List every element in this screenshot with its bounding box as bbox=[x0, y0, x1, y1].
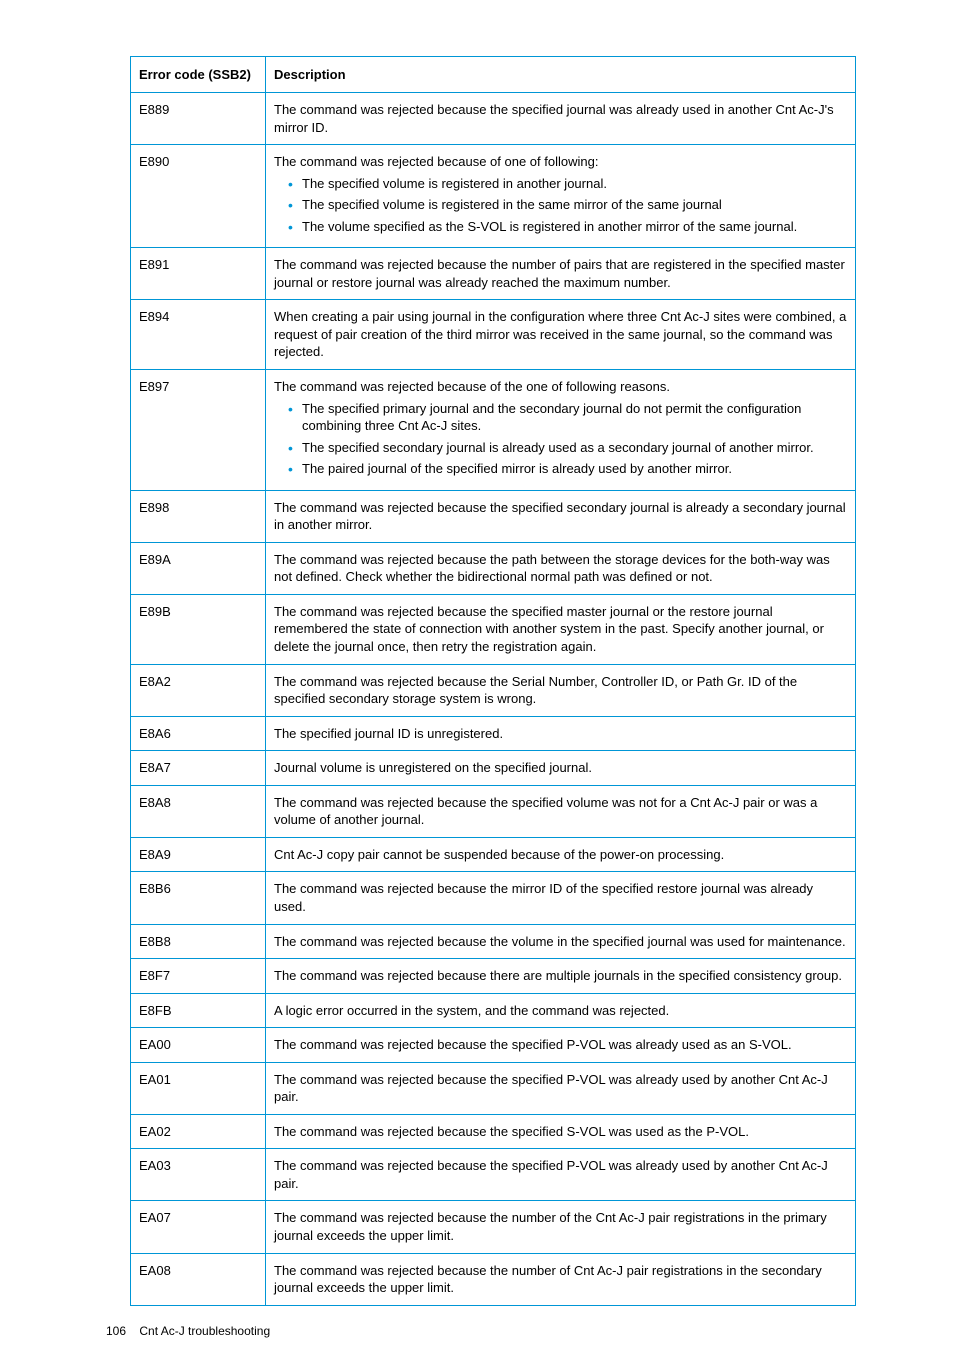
error-code-cell: E8A8 bbox=[131, 785, 266, 837]
table-header-row: Error code (SSB2) Description bbox=[131, 57, 856, 93]
error-code-cell: EA02 bbox=[131, 1114, 266, 1149]
description-cell: When creating a pair using journal in th… bbox=[266, 300, 856, 370]
error-code-cell: E890 bbox=[131, 145, 266, 248]
bullet-item: The volume specified as the S-VOL is reg… bbox=[288, 218, 847, 236]
table-row: E89BThe command was rejected because the… bbox=[131, 594, 856, 664]
table-body: E889The command was rejected because the… bbox=[131, 93, 856, 1306]
description-cell: The command was rejected because the spe… bbox=[266, 1114, 856, 1149]
bullet-item: The specified secondary journal is alrea… bbox=[288, 439, 847, 457]
error-code-cell: E898 bbox=[131, 490, 266, 542]
description-cell: The command was rejected because the spe… bbox=[266, 93, 856, 145]
description-intro: The command was rejected because of one … bbox=[274, 153, 847, 171]
error-code-cell: E89A bbox=[131, 542, 266, 594]
description-cell: The command was rejected because the spe… bbox=[266, 594, 856, 664]
table-row: E8F7The command was rejected because the… bbox=[131, 959, 856, 994]
table-row: E894When creating a pair using journal i… bbox=[131, 300, 856, 370]
description-intro: The command was rejected because of the … bbox=[274, 378, 847, 396]
description-cell: The command was rejected because the vol… bbox=[266, 924, 856, 959]
error-code-cell: EA01 bbox=[131, 1062, 266, 1114]
table-row: E8A6The specified journal ID is unregist… bbox=[131, 716, 856, 751]
page-number: 106 bbox=[106, 1324, 126, 1338]
table-row: EA00The command was rejected because the… bbox=[131, 1028, 856, 1063]
error-code-cell: EA03 bbox=[131, 1149, 266, 1201]
description-cell: The command was rejected because the spe… bbox=[266, 1028, 856, 1063]
error-code-cell: EA07 bbox=[131, 1201, 266, 1253]
error-code-cell: E894 bbox=[131, 300, 266, 370]
table-row: EA03The command was rejected because the… bbox=[131, 1149, 856, 1201]
description-cell: The command was rejected because the spe… bbox=[266, 785, 856, 837]
description-cell: The command was rejected because the num… bbox=[266, 1201, 856, 1253]
bullet-item: The paired journal of the specified mirr… bbox=[288, 460, 847, 478]
page-footer: 106 Cnt Ac-J troubleshooting bbox=[106, 1324, 856, 1338]
error-code-table: Error code (SSB2) Description E889The co… bbox=[130, 56, 856, 1306]
table-row: EA02The command was rejected because the… bbox=[131, 1114, 856, 1149]
table-row: E8B8The command was rejected because the… bbox=[131, 924, 856, 959]
table-row: E898The command was rejected because the… bbox=[131, 490, 856, 542]
table-row: E8B6The command was rejected because the… bbox=[131, 872, 856, 924]
error-code-cell: E8A9 bbox=[131, 837, 266, 872]
bullet-item: The specified primary journal and the se… bbox=[288, 400, 847, 435]
error-code-cell: EA08 bbox=[131, 1253, 266, 1305]
table-row: E8A8The command was rejected because the… bbox=[131, 785, 856, 837]
description-cell: The specified journal ID is unregistered… bbox=[266, 716, 856, 751]
error-code-cell: E897 bbox=[131, 370, 266, 491]
description-cell: The command was rejected because the Ser… bbox=[266, 664, 856, 716]
description-cell: The command was rejected because the num… bbox=[266, 248, 856, 300]
footer-text: Cnt Ac-J troubleshooting bbox=[139, 1324, 270, 1338]
description-cell: The command was rejected because the num… bbox=[266, 1253, 856, 1305]
error-code-cell: E8B8 bbox=[131, 924, 266, 959]
description-cell: A logic error occurred in the system, an… bbox=[266, 993, 856, 1028]
table-row: E889The command was rejected because the… bbox=[131, 93, 856, 145]
description-cell: Journal volume is unregistered on the sp… bbox=[266, 751, 856, 786]
description-cell: The command was rejected because the spe… bbox=[266, 1149, 856, 1201]
description-cell: The command was rejected because of the … bbox=[266, 370, 856, 491]
description-cell: The command was rejected because the pat… bbox=[266, 542, 856, 594]
table-row: EA01The command was rejected because the… bbox=[131, 1062, 856, 1114]
error-code-cell: E8FB bbox=[131, 993, 266, 1028]
table-row: E8A9Cnt Ac-J copy pair cannot be suspend… bbox=[131, 837, 856, 872]
table-row: E897 The command was rejected because of … bbox=[131, 370, 856, 491]
bullet-list: The specified volume is registered in an… bbox=[274, 175, 847, 236]
table-row: E891The command was rejected because the… bbox=[131, 248, 856, 300]
description-cell: The command was rejected because the spe… bbox=[266, 1062, 856, 1114]
error-code-cell: E8B6 bbox=[131, 872, 266, 924]
description-cell: The command was rejected because there a… bbox=[266, 959, 856, 994]
table-row: EA08The command was rejected because the… bbox=[131, 1253, 856, 1305]
description-cell: The command was rejected because the spe… bbox=[266, 490, 856, 542]
error-code-cell: E8A2 bbox=[131, 664, 266, 716]
table-row: E89AThe command was rejected because the… bbox=[131, 542, 856, 594]
bullet-item: The specified volume is registered in an… bbox=[288, 175, 847, 193]
bullet-item: The specified volume is registered in th… bbox=[288, 196, 847, 214]
table-row: EA07The command was rejected because the… bbox=[131, 1201, 856, 1253]
column-header-description: Description bbox=[266, 57, 856, 93]
table-row: E890 The command was rejected because of … bbox=[131, 145, 856, 248]
table-row: E8A2The command was rejected because the… bbox=[131, 664, 856, 716]
description-cell: The command was rejected because the mir… bbox=[266, 872, 856, 924]
table-row: E8A7Journal volume is unregistered on th… bbox=[131, 751, 856, 786]
error-code-cell: E889 bbox=[131, 93, 266, 145]
error-code-cell: E8A7 bbox=[131, 751, 266, 786]
error-code-cell: E8A6 bbox=[131, 716, 266, 751]
error-code-cell: E8F7 bbox=[131, 959, 266, 994]
description-cell: Cnt Ac-J copy pair cannot be suspended b… bbox=[266, 837, 856, 872]
bullet-list: The specified primary journal and the se… bbox=[274, 400, 847, 478]
error-code-cell: EA00 bbox=[131, 1028, 266, 1063]
table-row: E8FBA logic error occurred in the system… bbox=[131, 993, 856, 1028]
description-cell: The command was rejected because of one … bbox=[266, 145, 856, 248]
error-code-cell: E891 bbox=[131, 248, 266, 300]
column-header-code: Error code (SSB2) bbox=[131, 57, 266, 93]
error-code-cell: E89B bbox=[131, 594, 266, 664]
